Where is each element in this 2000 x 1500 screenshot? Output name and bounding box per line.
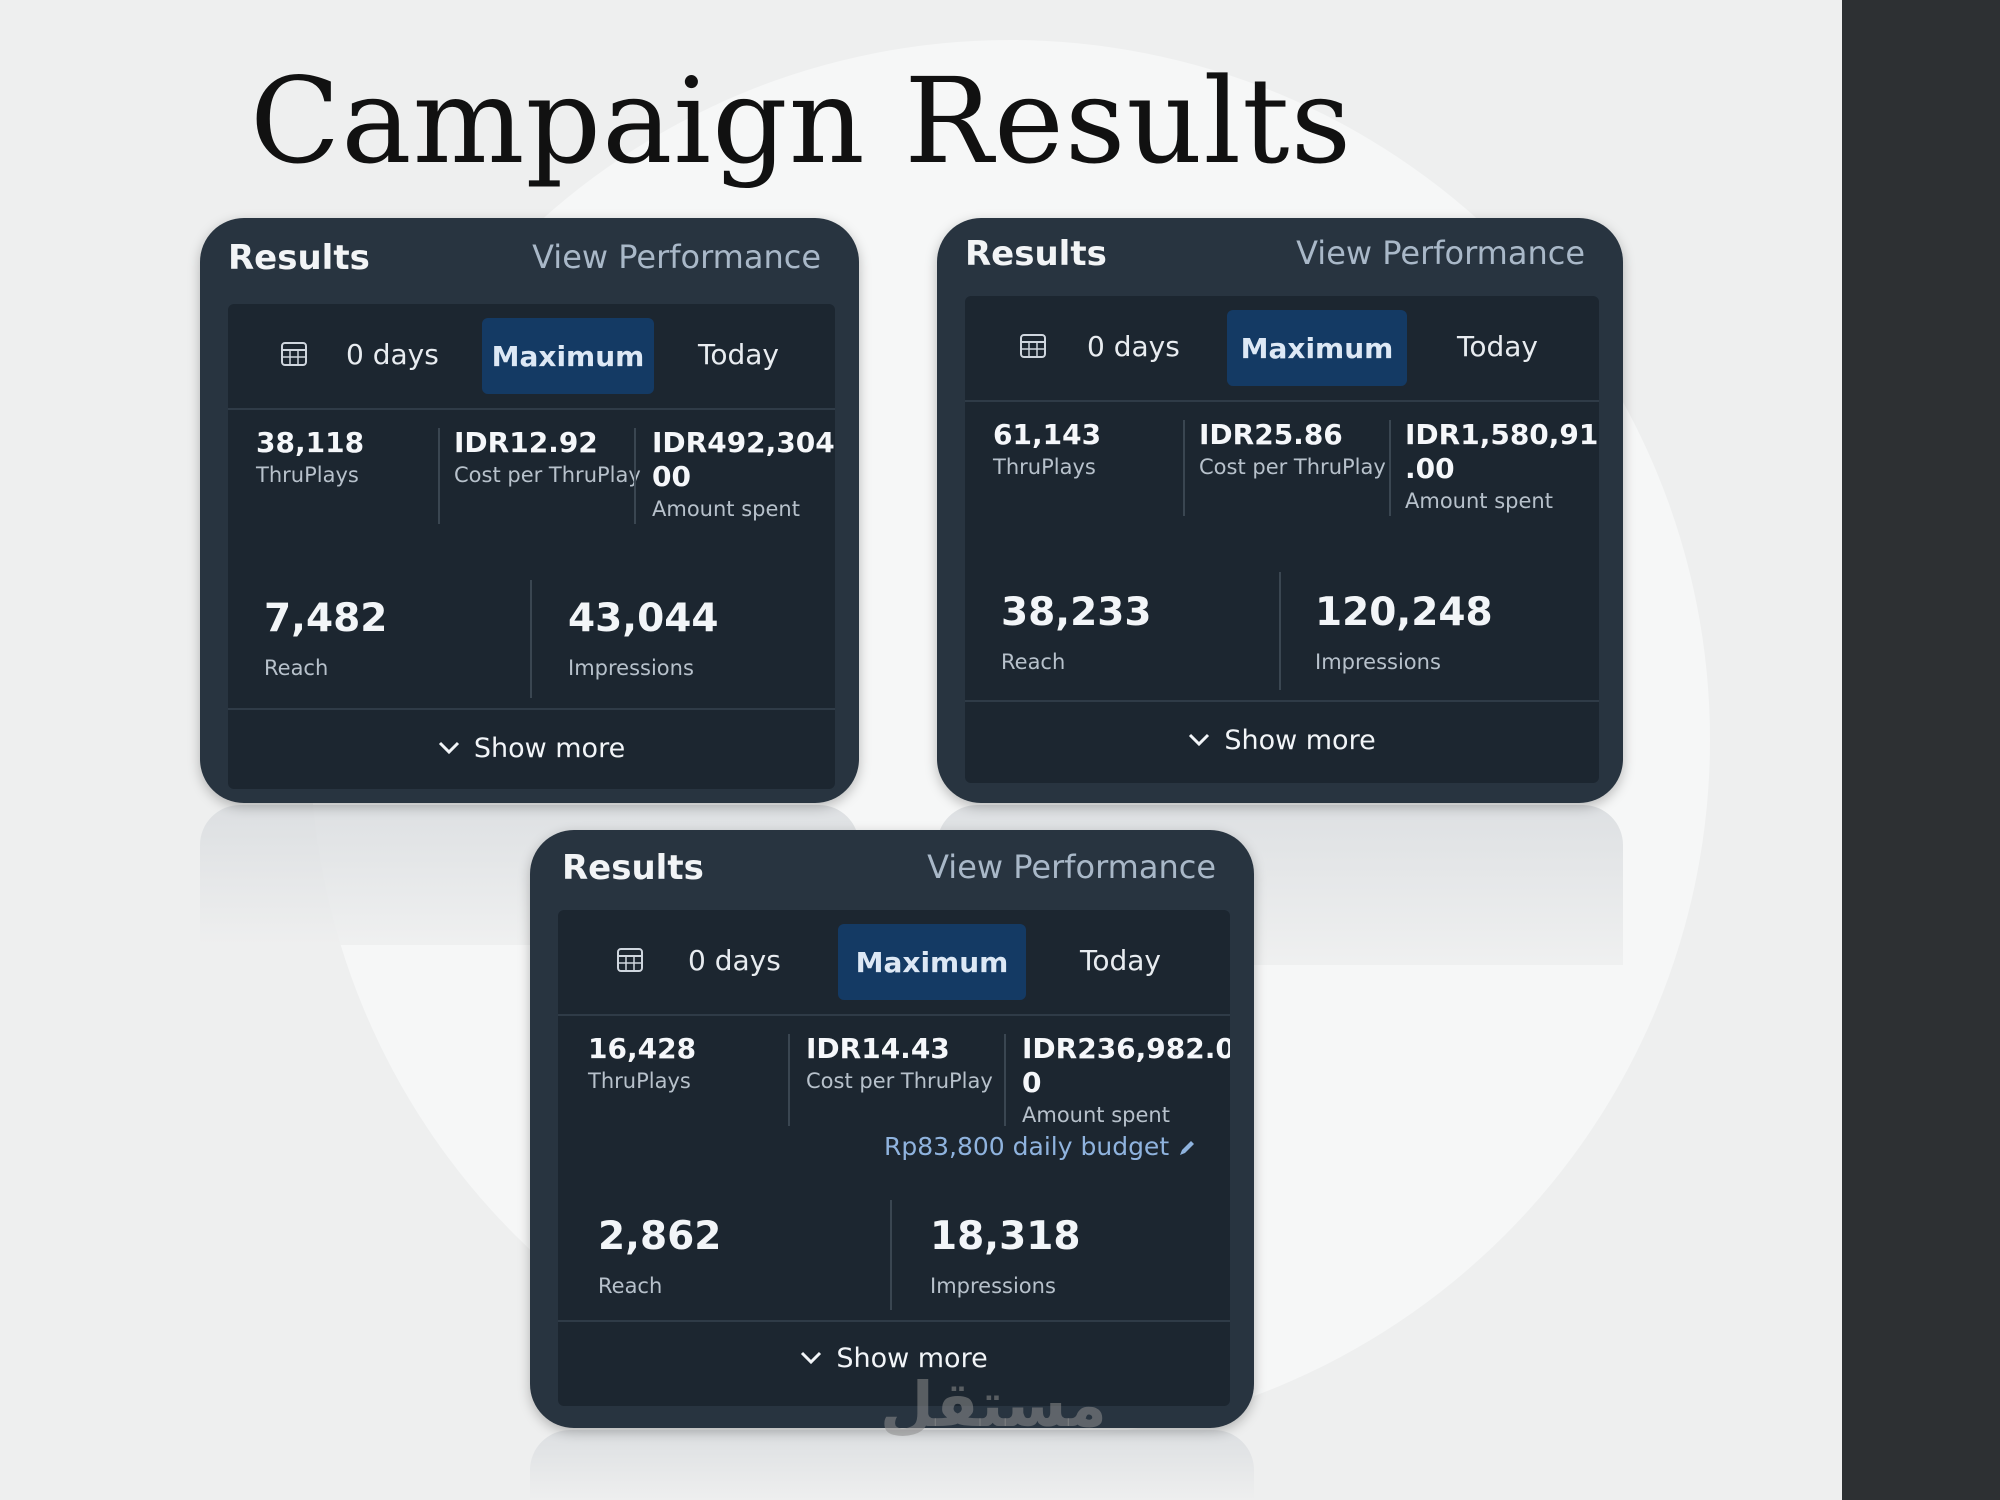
view-performance-link[interactable]: View Performance: [1296, 234, 1585, 272]
impressions-value: 120,248: [1315, 590, 1493, 635]
chevron-down-icon: [1189, 733, 1210, 747]
thruplays-value: 16,428: [588, 1032, 697, 1065]
today-button[interactable]: Today: [698, 338, 779, 371]
divider: [634, 428, 636, 524]
thruplays-value: 61,143: [993, 418, 1102, 451]
watermark-logo: مستقل: [880, 1368, 1107, 1441]
show-more-label: Show more: [1224, 724, 1376, 756]
results-panel: 0 days Maximum Today 16,428 ThruPlays ID…: [558, 910, 1230, 1406]
reach-value: 2,862: [598, 1214, 722, 1259]
page-title: Campaign Results: [250, 52, 1353, 190]
thruplays-stat: 16,428 ThruPlays: [588, 1032, 696, 1094]
reach-label: Reach: [264, 656, 329, 680]
card-title: Results: [562, 848, 704, 888]
divider: [1004, 1034, 1006, 1126]
divider: [558, 1320, 1230, 1322]
amount-value: IDR492,304. 00: [652, 426, 835, 493]
right-side-band: [1842, 0, 2000, 1500]
cost-value: IDR12.92: [454, 426, 598, 459]
amount-stat: IDR492,304. 00 Amount spent: [652, 426, 835, 522]
reach-value: 38,233: [1001, 590, 1152, 635]
card-header: Results View Performance: [228, 238, 821, 298]
date-filter-row: 0 days Maximum Today: [558, 910, 1230, 1016]
thruplays-label: ThruPlays: [256, 463, 359, 487]
daily-budget-link[interactable]: Rp83,800 daily budget: [884, 1132, 1197, 1161]
divider: [1389, 420, 1391, 516]
divider: [1279, 572, 1281, 690]
maximum-button[interactable]: Maximum: [482, 318, 654, 394]
reach-value: 7,482: [264, 596, 388, 641]
thruplays-stat: 61,143 ThruPlays: [993, 418, 1101, 480]
calendar-icon[interactable]: [1019, 332, 1047, 360]
amount-label: Amount spent: [1405, 489, 1553, 513]
cost-value: IDR25.86: [1199, 418, 1343, 451]
cost-label: Cost per ThruPlay: [454, 463, 641, 487]
impressions-label: Impressions: [568, 656, 694, 680]
days-filter[interactable]: 0 days: [346, 338, 439, 371]
divider: [788, 1034, 790, 1126]
date-filter-row: 0 days Maximum Today: [228, 304, 835, 410]
results-card-3: Results View Performance 0 days Maximum …: [530, 830, 1254, 1428]
impressions-label: Impressions: [930, 1274, 1056, 1298]
impressions-value: 43,044: [568, 596, 719, 641]
amount-label: Amount spent: [652, 497, 800, 521]
days-filter[interactable]: 0 days: [688, 944, 781, 977]
card-header: Results View Performance: [562, 848, 1216, 908]
thruplays-label: ThruPlays: [588, 1069, 691, 1093]
maximum-button[interactable]: Maximum: [838, 924, 1026, 1000]
amount-stat: IDR1,580,915 .00 Amount spent: [1405, 418, 1599, 514]
view-performance-link[interactable]: View Performance: [927, 848, 1216, 886]
days-filter[interactable]: 0 days: [1087, 330, 1180, 363]
maximum-button[interactable]: Maximum: [1227, 310, 1407, 386]
show-more-label: Show more: [836, 1342, 988, 1374]
results-panel: 0 days Maximum Today 61,143 ThruPlays ID…: [965, 296, 1599, 783]
show-more-button[interactable]: Show more: [228, 718, 835, 778]
card-title: Results: [965, 234, 1107, 274]
calendar-icon[interactable]: [616, 946, 644, 974]
divider: [530, 580, 532, 698]
divider: [1183, 420, 1185, 516]
chevron-down-icon: [801, 1351, 822, 1365]
amount-value: IDR1,580,915 .00: [1405, 418, 1599, 485]
calendar-icon[interactable]: [280, 340, 308, 368]
pencil-icon[interactable]: [1177, 1138, 1197, 1158]
show-more-button[interactable]: Show more: [965, 710, 1599, 770]
impressions-value: 18,318: [930, 1214, 1081, 1259]
card-reflection: [530, 1430, 1254, 1500]
divider: [438, 428, 440, 524]
amount-label: Amount spent: [1022, 1103, 1170, 1127]
cost-stat: IDR25.86 Cost per ThruPlay: [1199, 418, 1386, 480]
results-card-2: Results View Performance 0 days Maximum …: [937, 218, 1623, 803]
cost-label: Cost per ThruPlay: [806, 1069, 993, 1093]
show-more-button[interactable]: Show more: [558, 1328, 1230, 1388]
cost-stat: IDR12.92 Cost per ThruPlay: [454, 426, 641, 488]
today-button[interactable]: Today: [1457, 330, 1538, 363]
show-more-label: Show more: [473, 732, 626, 764]
divider: [228, 708, 835, 710]
daily-budget-label: Rp83,800 daily budget: [884, 1132, 1170, 1161]
today-button[interactable]: Today: [1080, 944, 1161, 977]
results-card-1: Results View Performance 0 days Maximum …: [200, 218, 859, 803]
chevron-down-icon: [438, 741, 459, 755]
view-performance-link[interactable]: View Performance: [532, 238, 821, 276]
card-header: Results View Performance: [965, 234, 1585, 294]
date-filter-row: 0 days Maximum Today: [965, 296, 1599, 402]
amount-stat: IDR236,982.0 0 Amount spent: [1022, 1032, 1230, 1128]
cost-value: IDR14.43: [806, 1032, 950, 1065]
thruplays-label: ThruPlays: [993, 455, 1096, 479]
thruplays-value: 38,118: [256, 426, 365, 459]
cost-label: Cost per ThruPlay: [1199, 455, 1386, 479]
thruplays-stat: 38,118 ThruPlays: [256, 426, 364, 488]
divider: [890, 1200, 892, 1310]
cost-stat: IDR14.43 Cost per ThruPlay: [806, 1032, 993, 1094]
divider: [965, 700, 1599, 702]
reach-label: Reach: [598, 1274, 663, 1298]
card-title: Results: [228, 238, 370, 278]
results-panel: 0 days Maximum Today 38,118 ThruPlays ID…: [228, 304, 835, 789]
impressions-label: Impressions: [1315, 650, 1441, 674]
amount-value: IDR236,982.0 0: [1022, 1032, 1230, 1099]
reach-label: Reach: [1001, 650, 1066, 674]
